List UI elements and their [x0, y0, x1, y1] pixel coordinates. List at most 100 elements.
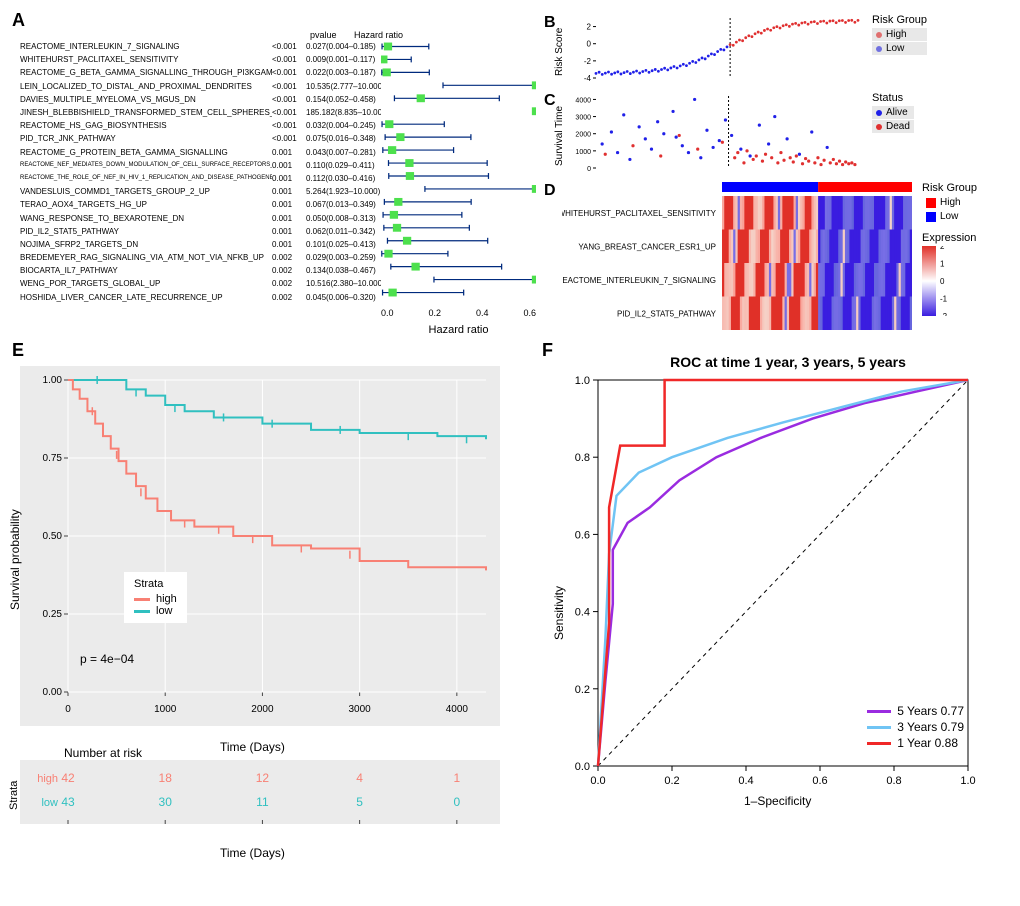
km-pvalue: p = 4e−04 — [80, 652, 134, 666]
forest-row-name: REACTOME_NEF_MEDIATES_DOWN_MODULATION_OF… — [20, 159, 272, 172]
svg-text:0.0: 0.0 — [590, 775, 605, 787]
svg-text:1: 1 — [940, 260, 945, 269]
roc-plot-area: 0.00.00.20.20.40.40.60.60.80.81.01.0 5 Y… — [544, 370, 984, 810]
forest-hr-text-col: 0.027(0.004–0.185)0.009(0.001–0.117)0.02… — [306, 40, 381, 304]
svg-text:PID_IL2_STAT5_PATHWAY: PID_IL2_STAT5_PATHWAY — [617, 309, 717, 318]
forest-row-hr: 0.075(0.016–0.348) — [306, 132, 381, 145]
svg-text:0.4: 0.4 — [738, 775, 753, 787]
forest-row-hr: 0.067(0.013–0.349) — [306, 198, 381, 211]
panel-b-ylabel: Risk Score — [554, 28, 565, 76]
km-ylabel: Survival probability — [8, 509, 22, 610]
svg-text:43: 43 — [61, 795, 75, 809]
roc-ylabel: Sensitivity — [552, 586, 566, 640]
roc-legend-item: 1 Year 0.88 — [867, 736, 964, 750]
risk-ylabel: Strata — [8, 781, 20, 810]
panel-d-expr-title: Expression — [922, 232, 1002, 244]
forest-row-hr: 0.134(0.038–0.467) — [306, 264, 381, 277]
forest-row-pvalue: 0.002 — [272, 251, 306, 264]
forest-row-hr: 0.029(0.003–0.259) — [306, 251, 381, 264]
svg-text:-4: -4 — [584, 74, 592, 83]
svg-text:1.0: 1.0 — [960, 775, 975, 787]
forest-row-name: VANDESLUIS_COMMD1_TARGETS_GROUP_2_UP — [20, 185, 272, 198]
svg-text:1.0: 1.0 — [575, 375, 590, 387]
forest-row-name: WENG_POR_TARGETS_GLOBAL_UP — [20, 277, 272, 290]
forest-names-col: REACTOME_INTERLEUKIN_7_SIGNALINGWHITEHUR… — [20, 40, 272, 304]
km-plot-area: 010002000300040000.000.250.500.751.00 St… — [20, 366, 500, 726]
forest-row-name: DAVIES_MULTIPLE_MYELOMA_VS_MGUS_DN — [20, 93, 272, 106]
svg-text:high: high — [37, 773, 58, 785]
svg-text:2: 2 — [940, 246, 945, 251]
panel-a-forest-plot: A pvalue Hazard ratio REACTOME_INTERLEUK… — [10, 10, 540, 340]
risk-table: Number at risk highlow424301830100012112… — [20, 746, 500, 824]
panel-d-heatmap: WHITEHURST_PACLITAXEL_SENSITIVITYYANG_BR… — [562, 182, 912, 332]
forest-row-pvalue: 0.001 — [272, 172, 306, 185]
panel-d-riskgroup-title: Risk Group — [922, 182, 1002, 194]
forest-row-pvalue: <0.001 — [272, 93, 306, 106]
svg-text:1: 1 — [453, 771, 460, 785]
forest-row-name: REACTOME_G_PROTEIN_BETA_GAMMA_SIGNALLING — [20, 146, 272, 159]
forest-row-name: REACTOME_INTERLEUKIN_7_SIGNALING — [20, 40, 272, 53]
svg-text:1.00: 1.00 — [43, 375, 63, 386]
forest-row-hr: 0.022(0.003–0.187) — [306, 66, 381, 79]
forest-row-pvalue: 0.001 — [272, 159, 306, 172]
forest-row-name: WANG_RESPONSE_TO_BEXAROTENE_DN — [20, 211, 272, 224]
forest-row-pvalue: <0.001 — [272, 53, 306, 66]
svg-text:30: 30 — [159, 795, 173, 809]
panel-f-label: F — [542, 340, 553, 361]
svg-text:12: 12 — [256, 771, 270, 785]
legend-item: Low — [922, 210, 1002, 223]
forest-row-name: REACTOME_THE_ROLE_OF_NEF_IN_HIV_1_REPLIC… — [20, 172, 272, 185]
svg-text:1000: 1000 — [575, 149, 591, 156]
panel-a-label: A — [12, 10, 25, 31]
svg-text:low: low — [41, 797, 58, 809]
svg-text:-2: -2 — [940, 312, 948, 316]
forest-row-hr: 10.516(2.380–10.000) — [306, 277, 381, 290]
svg-text:0: 0 — [65, 704, 71, 715]
panel-d-label: D — [544, 182, 562, 200]
forest-row-hr: 0.050(0.008–0.313) — [306, 211, 381, 224]
panel-f-roc: F ROC at time 1 year, 3 years, 5 years 0… — [540, 340, 1010, 890]
legend-item: Alive — [872, 106, 914, 119]
svg-text:0.6: 0.6 — [575, 529, 590, 541]
forest-row-pvalue: 0.001 — [272, 211, 306, 224]
svg-text:1000: 1000 — [154, 704, 177, 715]
legend-item: low — [134, 605, 177, 617]
forest-row-pvalue: <0.001 — [272, 119, 306, 132]
svg-text:0.75: 0.75 — [43, 453, 63, 464]
forest-row-name: BIOCARTA_IL7_PATHWAY — [20, 264, 272, 277]
forest-row-hr: 10.535(2.777–10.000) — [306, 80, 381, 93]
svg-text:0.6: 0.6 — [812, 775, 827, 787]
legend-item: High — [922, 196, 1002, 209]
forest-row-pvalue: 0.001 — [272, 238, 306, 251]
roc-xlabel: 1–Specificity — [744, 794, 811, 808]
svg-text:0.0: 0.0 — [575, 761, 590, 773]
panel-e-label: E — [12, 340, 24, 361]
svg-text:5: 5 — [356, 795, 363, 809]
svg-text:2000: 2000 — [575, 132, 591, 139]
svg-text:0.2: 0.2 — [664, 775, 679, 787]
forest-row-hr: 5.264(1.923–10.000) — [306, 185, 381, 198]
km-legend: Strata highlow — [124, 572, 187, 623]
forest-row-pvalue: <0.001 — [272, 80, 306, 93]
panel-c-survival-time-scatter: 01000200030004000 Survival Time — [562, 92, 862, 176]
forest-x-axis: 0.00.20.40.6 — [381, 308, 536, 318]
forest-row-name: BREDEMEYER_RAG_SIGNALING_VIA_ATM_NOT_VIA… — [20, 251, 272, 264]
svg-text:0: 0 — [940, 277, 945, 286]
forest-row-pvalue: <0.001 — [272, 40, 306, 53]
legend-item: High — [872, 28, 927, 41]
forest-row-hr: 185.182(8.835–10.000) — [306, 106, 381, 119]
svg-text:2: 2 — [587, 23, 592, 32]
forest-row-name: REACTOME_HS_GAG_BIOSYNTHESIS — [20, 119, 272, 132]
svg-text:WHITEHURST_PACLITAXEL_SENSITIV: WHITEHURST_PACLITAXEL_SENSITIVITY — [562, 209, 717, 218]
forest-row-pvalue: 0.001 — [272, 225, 306, 238]
svg-text:0: 0 — [453, 795, 460, 809]
svg-text:0.8: 0.8 — [886, 775, 901, 787]
roc-legend: 5 Years 0.773 Years 0.791 Year 0.88 — [867, 702, 964, 750]
svg-text:0.50: 0.50 — [43, 531, 63, 542]
forest-row-name: PID_TCR_JNK_PATHWAY — [20, 132, 272, 145]
forest-header: pvalue Hazard ratio — [20, 30, 536, 40]
svg-text:11: 11 — [256, 795, 269, 809]
svg-text:0: 0 — [587, 40, 592, 49]
svg-text:0.25: 0.25 — [43, 609, 63, 620]
forest-row-name: REACTOME_G_BETA_GAMMA_SIGNALLING_THROUGH… — [20, 66, 272, 79]
